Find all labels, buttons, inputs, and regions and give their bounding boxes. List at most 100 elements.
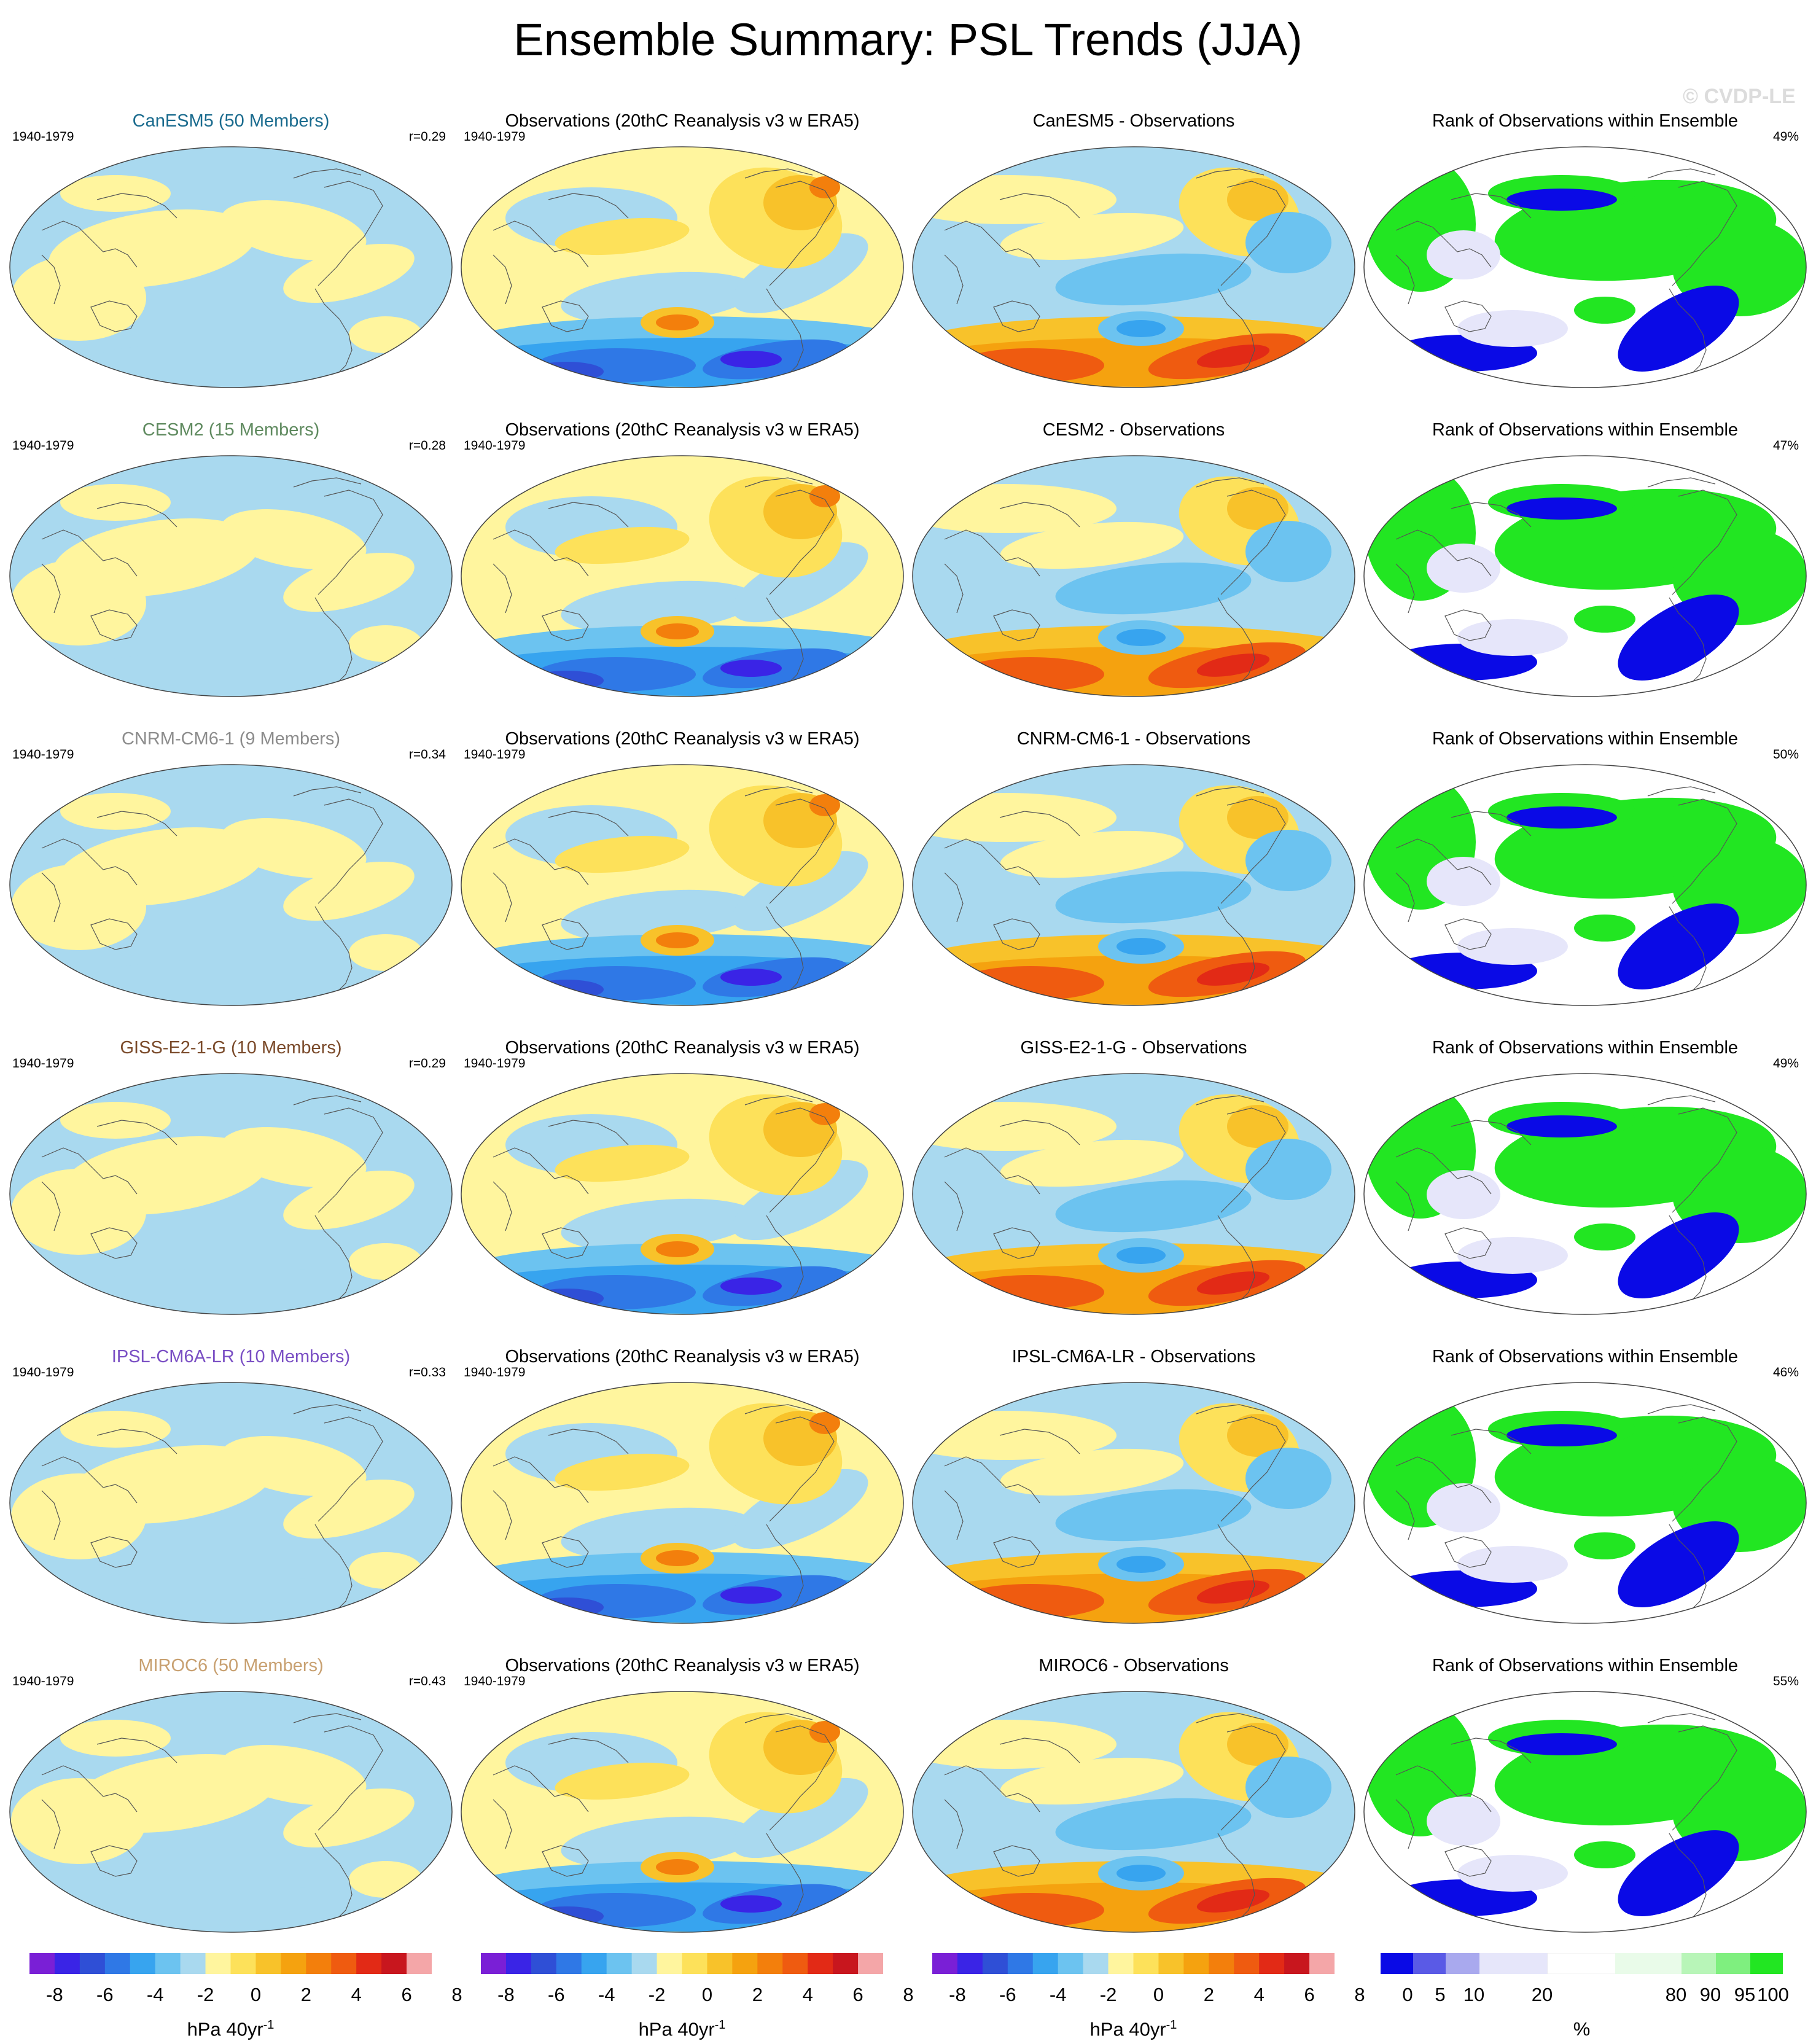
coastline: [318, 1416, 383, 1522]
positive-region: [60, 1720, 171, 1757]
coastline: [744, 168, 813, 179]
coastlines: [944, 1404, 1286, 1611]
correlation-label: r=0.34: [408, 747, 446, 762]
negative-region: [1055, 871, 1252, 924]
coastline: [1451, 193, 1532, 219]
coastline: [493, 254, 512, 305]
positive-region: [555, 1762, 690, 1800]
observations-panel: Observations (20thC Reanalysis v3 w ERA5…: [456, 1022, 908, 1331]
coastlines: [493, 1095, 835, 1302]
map-border: [461, 1382, 904, 1624]
low-rank-region: [1457, 619, 1568, 656]
high-rank-region: [1574, 297, 1635, 324]
coastline: [1451, 1429, 1532, 1454]
low-rank-region: [1618, 1212, 1739, 1298]
unit-text: hPa 40yr: [638, 2018, 715, 2040]
map-field: [461, 765, 903, 1005]
negative-region: [561, 1816, 757, 1869]
coastline: [1669, 1833, 1707, 1920]
coastline: [493, 1765, 589, 1812]
map-field: [10, 1074, 452, 1314]
map-field: [1364, 456, 1806, 696]
positive-region: [283, 1480, 415, 1539]
coastline: [999, 1738, 1080, 1763]
positive-region: [349, 934, 423, 971]
coastline: [766, 906, 804, 993]
coastline: [1395, 838, 1492, 886]
observations-panel: Observations (20thC Reanalysis v3 w ERA5…: [456, 404, 908, 713]
coastlines: [493, 1404, 835, 1611]
rank-panel: Rank of Observations within Ensemble 47%: [1359, 404, 1811, 713]
coastline: [944, 1147, 1040, 1195]
negative-region: [1055, 1798, 1252, 1851]
map-border: [461, 455, 904, 697]
coastlines: [944, 477, 1286, 684]
coastline: [41, 563, 61, 614]
colorbar-swatch: [130, 1953, 156, 1974]
coastline: [493, 1490, 512, 1540]
colorbar-tick-label: 6: [852, 1984, 863, 2005]
coastline: [542, 1845, 589, 1877]
map-field: [461, 1691, 903, 1932]
coastlines: [41, 1713, 383, 1920]
observations-panel-map: [461, 1382, 904, 1624]
negative-region: [732, 1160, 868, 1241]
map-border: [9, 455, 453, 697]
coastline: [293, 477, 362, 488]
coastline: [744, 786, 813, 797]
coastline: [1672, 1725, 1737, 1831]
map-border: [1363, 1382, 1807, 1624]
difference-panel: MIROC6 - Observations: [908, 1640, 1360, 1949]
rank-percent-label: 49%: [1772, 1056, 1799, 1071]
difference-panel-title: CanESM5 - Observations: [1032, 111, 1235, 131]
negative-region: [1245, 830, 1331, 891]
ensemble-mean-panel-title: IPSL-CM6A-LR (10 Members): [111, 1347, 351, 1367]
coastlines: [944, 1713, 1286, 1920]
coastline: [1672, 181, 1737, 286]
low-rank-region: [1506, 1733, 1617, 1755]
colorbar-swatch: [581, 1953, 607, 1974]
ensemble-mean-panel: CESM2 (15 Members) 1940-1979 r=0.28: [5, 404, 457, 713]
colorbar-swatch: [54, 1953, 80, 1974]
low-rank-region: [1427, 1170, 1500, 1219]
positive-region: [555, 526, 690, 564]
colorbar-swatch: [79, 1953, 106, 1974]
coastline: [1395, 1456, 1492, 1504]
coastline: [1196, 786, 1265, 797]
colorbar-swatch: [481, 1953, 507, 1974]
map-field: [1364, 1383, 1806, 1623]
colorbar-tick-label: 4: [1253, 1984, 1265, 2005]
colorbar-swatch: [757, 1953, 783, 1974]
positive-region: [1196, 1889, 1270, 1913]
positive-region: [60, 1411, 171, 1448]
coastline: [90, 1845, 138, 1877]
coastline: [1669, 906, 1707, 993]
colorbar-swatch: [381, 1953, 407, 1974]
low-rank-region: [1618, 1830, 1739, 1916]
negative-region: [1245, 212, 1331, 273]
difference-panel-title: CESM2 - Observations: [1042, 420, 1225, 440]
colorbar-swatch: [682, 1953, 707, 1974]
negative-region: [530, 1906, 604, 1926]
map-border: [461, 764, 904, 1006]
colorbar-tick-label: 2: [752, 1984, 763, 2005]
coastline: [1217, 1833, 1255, 1920]
coastline: [493, 838, 589, 886]
negative-region: [561, 580, 757, 633]
coastline: [1647, 1713, 1716, 1723]
colorbar-tick-label: 0: [1402, 1984, 1413, 2005]
period-label: 1940-1979: [12, 747, 74, 762]
coastline: [41, 254, 61, 305]
coastlines: [944, 1095, 1286, 1302]
colorbar-swatch: [707, 1953, 733, 1974]
positive-region: [283, 244, 415, 303]
negative-region: [79, 341, 398, 388]
colorbar-swatch: [1158, 1953, 1184, 1974]
rank-panel-map: [1363, 764, 1807, 1006]
negative-region: [79, 1577, 398, 1623]
coastline: [41, 1765, 138, 1812]
unit-text: hPa 40yr: [1089, 2018, 1166, 2040]
map-border: [9, 1073, 453, 1315]
colorbar-swatch: [1259, 1953, 1285, 1974]
colorbar-tick-label: -2: [197, 1984, 214, 2005]
